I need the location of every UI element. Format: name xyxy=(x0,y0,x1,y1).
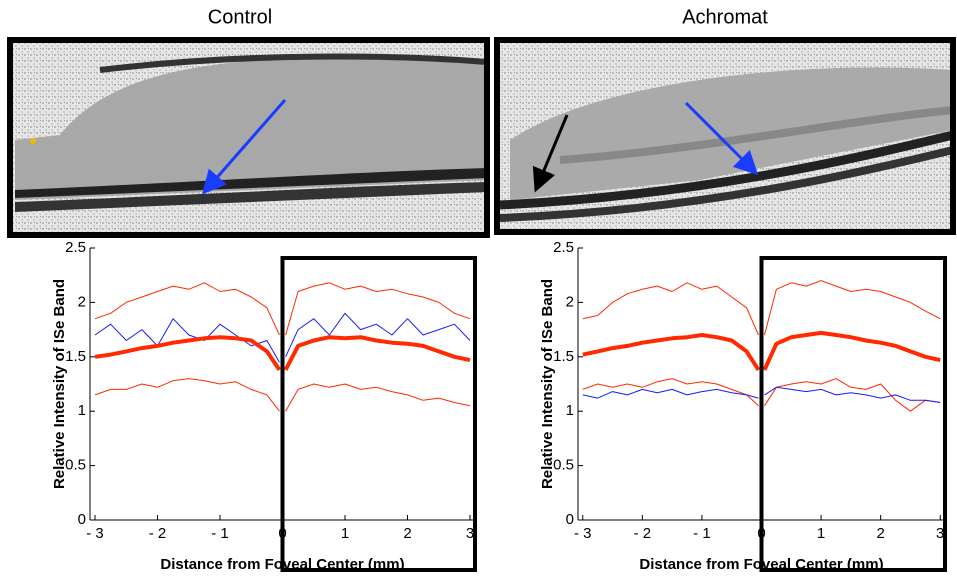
y-tick-label: 1.5 xyxy=(553,348,574,365)
data-line xyxy=(582,378,941,412)
x-tick-label: - 3 xyxy=(86,525,104,542)
x-tick-label: 2 xyxy=(403,525,411,542)
y-tick-label: 0.5 xyxy=(65,457,86,474)
data-line xyxy=(582,386,941,403)
y-tick-label: 2 xyxy=(566,293,574,310)
y-tick-label: 1 xyxy=(78,402,86,419)
y-tick-label: 2.5 xyxy=(65,239,86,256)
data-line xyxy=(94,282,471,336)
data-line xyxy=(582,330,941,371)
x-tick-label: - 2 xyxy=(634,525,652,542)
y-tick-label: 0.5 xyxy=(553,457,574,474)
x-tick-label: 3 xyxy=(936,525,944,542)
y-tick-label: 1 xyxy=(566,402,574,419)
chart-title: Control xyxy=(208,6,272,28)
x-tick-label: - 2 xyxy=(149,525,167,542)
data-line xyxy=(94,335,471,372)
y-tick-label: 0 xyxy=(566,511,574,528)
x-tick-label: 2 xyxy=(876,525,884,542)
y-tick-label: 2.5 xyxy=(553,239,574,256)
x-tick-label: - 1 xyxy=(693,525,711,542)
x-tick-label: 1 xyxy=(341,525,349,542)
data-line xyxy=(94,378,471,412)
data-line xyxy=(94,312,471,363)
y-tick-label: 1.5 xyxy=(65,348,86,365)
oct-image-control xyxy=(7,37,490,238)
y-axis-label: Relative Intensity of ISe Band xyxy=(51,279,68,489)
y-tick-label: 2 xyxy=(78,293,86,310)
x-tick-label: 1 xyxy=(817,525,825,542)
x-tick-label: - 1 xyxy=(211,525,229,542)
x-tick-label: - 3 xyxy=(574,525,592,542)
y-axis-label: Relative Intensity of ISe Band xyxy=(539,279,556,489)
x-tick-label: 3 xyxy=(466,525,474,542)
data-line xyxy=(582,280,941,336)
highlight-box xyxy=(280,256,477,572)
chart-title: Achromat xyxy=(682,6,768,28)
oct-image-achromat xyxy=(494,37,956,235)
y-tick-label: 0 xyxy=(78,511,86,528)
highlight-box xyxy=(759,256,947,572)
